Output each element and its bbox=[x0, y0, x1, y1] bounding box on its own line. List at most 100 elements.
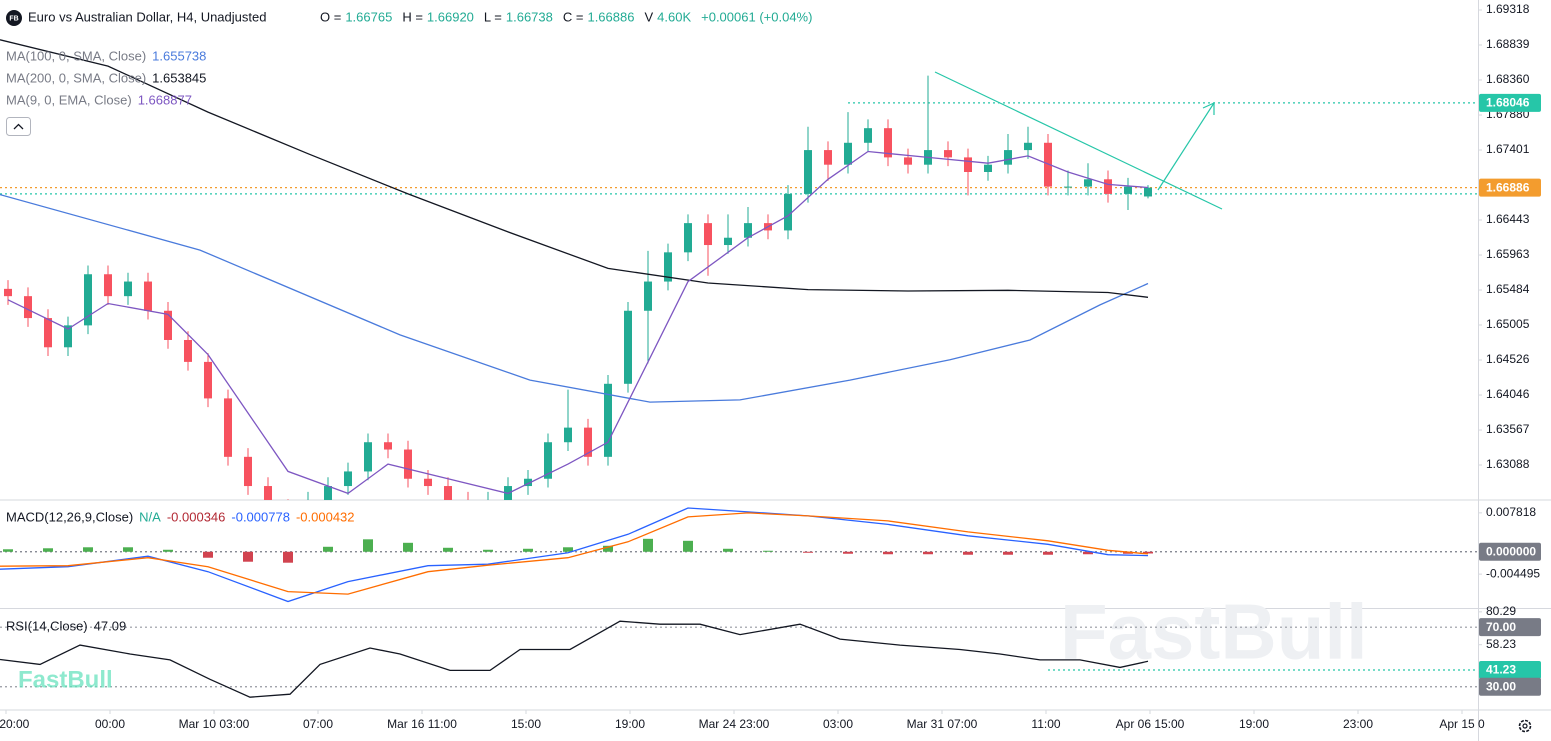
logo-text: FB bbox=[9, 15, 18, 22]
settings-gear[interactable] bbox=[1518, 719, 1532, 733]
histogram-bar bbox=[523, 548, 533, 552]
logo-badge bbox=[6, 10, 22, 26]
candle-body bbox=[84, 274, 92, 326]
candle-body bbox=[164, 310, 172, 340]
ohlc-name: C = bbox=[563, 9, 584, 24]
header: FB Euro vs Australian Dollar, H4, Unadju… bbox=[6, 9, 812, 26]
legend-value: 47.09 bbox=[94, 618, 127, 633]
legend-value: 1.655738 bbox=[152, 48, 206, 63]
price-tag-label: 1.68046 bbox=[1486, 96, 1530, 110]
y-tick-label: 1.65963 bbox=[1486, 247, 1530, 261]
y-tick-label: 1.63088 bbox=[1486, 457, 1530, 471]
candle-body bbox=[424, 478, 432, 487]
candle-body bbox=[44, 318, 52, 348]
trend-line bbox=[934, 71, 1223, 210]
candle-body bbox=[1124, 186, 1132, 194]
candle-body bbox=[884, 128, 892, 158]
x-tick-label: 07:00 bbox=[303, 717, 333, 731]
x-tick-label: 11:00 bbox=[1031, 717, 1060, 731]
candle-body bbox=[184, 339, 192, 362]
candle-body bbox=[264, 486, 272, 500]
y-tick-label: 1.64046 bbox=[1486, 387, 1530, 401]
legend-name: MA(9, 0, EMA, Close) bbox=[6, 92, 132, 107]
ohlc-value: 1.66765 bbox=[345, 9, 392, 24]
histogram-bar bbox=[1083, 551, 1093, 555]
x-tick-label: 19:00 bbox=[1239, 717, 1269, 731]
candle-body bbox=[1084, 179, 1092, 187]
x-tick-label: 15:00 bbox=[511, 717, 541, 731]
candle-body bbox=[684, 223, 692, 253]
chart-title: Euro vs Australian Dollar, H4, Unadjuste… bbox=[28, 9, 266, 24]
candle-body bbox=[1104, 179, 1112, 194]
y-tick-label: -0.004495 bbox=[1486, 566, 1540, 580]
candle-body bbox=[64, 325, 72, 348]
histogram-bar bbox=[363, 539, 373, 552]
histogram-bar bbox=[123, 547, 133, 552]
histogram-bar bbox=[1143, 551, 1153, 554]
histogram-bar bbox=[83, 547, 93, 552]
candle-body bbox=[204, 361, 212, 399]
candle-body bbox=[584, 427, 592, 457]
plot-area bbox=[0, 507, 1478, 603]
indicator-line bbox=[0, 193, 1149, 403]
legend-value: -0.000346 bbox=[167, 509, 226, 524]
y-tick-label: 1.68839 bbox=[1486, 37, 1530, 51]
legend-value: 1.653845 bbox=[152, 70, 206, 85]
candle-body bbox=[624, 310, 632, 384]
indicator-line bbox=[0, 507, 1149, 603]
settings-button[interactable] bbox=[1518, 719, 1532, 733]
price-tag-label: 70.00 bbox=[1486, 620, 1516, 634]
pane-status: N/A bbox=[139, 509, 161, 524]
arrow-head bbox=[1202, 102, 1215, 115]
y-tick-label: 1.69318 bbox=[1486, 2, 1530, 16]
candle-body bbox=[1064, 186, 1072, 188]
ohlc-value: 1.66920 bbox=[427, 9, 474, 24]
candle-body bbox=[344, 471, 352, 487]
indicator-line bbox=[0, 620, 1149, 698]
x-tick-label: Apr 06 15:00 bbox=[1116, 717, 1185, 731]
candle-body bbox=[4, 288, 12, 297]
candle-body bbox=[124, 281, 132, 297]
candle-body bbox=[564, 427, 572, 443]
ohlc-name: H = bbox=[402, 9, 423, 24]
histogram-bar bbox=[843, 551, 853, 554]
price-tag bbox=[1479, 618, 1541, 637]
histogram-bar bbox=[403, 542, 413, 552]
candle-body bbox=[664, 252, 672, 282]
candle-body bbox=[1024, 142, 1032, 151]
plot-area bbox=[0, 620, 1478, 698]
ohlc-value: 1.66738 bbox=[506, 9, 553, 24]
watermark-layer: FastBull bbox=[1060, 588, 1368, 676]
collapse-box[interactable] bbox=[6, 117, 31, 136]
histogram-bar bbox=[3, 549, 13, 552]
arrow-line bbox=[1157, 102, 1215, 191]
histogram-bar bbox=[1003, 551, 1013, 555]
panes: 1.693181.688391.683601.678801.674011.664… bbox=[0, 2, 1541, 698]
ohlc-value: 4.60K bbox=[657, 9, 691, 24]
x-tick-label: 03:00 bbox=[823, 717, 853, 731]
y-tick-label: 1.67401 bbox=[1486, 142, 1530, 156]
indicator-line bbox=[7, 150, 1149, 495]
histogram-bar bbox=[563, 547, 573, 552]
x-tick-label: Mar 24 23:00 bbox=[699, 717, 770, 731]
price-tag bbox=[1479, 178, 1541, 197]
price-tag bbox=[1479, 542, 1541, 561]
candle-body bbox=[384, 442, 392, 450]
histogram-bar bbox=[963, 551, 973, 555]
y-tick-label: 1.63567 bbox=[1486, 422, 1530, 436]
collapse-button[interactable] bbox=[6, 117, 31, 136]
candle-body bbox=[444, 486, 452, 500]
legend-name: MA(200, 0, SMA, Close) bbox=[6, 70, 146, 85]
settings-gear-center[interactable] bbox=[1522, 723, 1528, 729]
histogram-bar bbox=[243, 551, 253, 562]
candle-body bbox=[1004, 150, 1012, 165]
x-tick-label: 03 20:00 bbox=[0, 717, 30, 731]
histogram-bar bbox=[283, 551, 293, 563]
histogram-bar bbox=[803, 551, 813, 553]
candle-body bbox=[824, 150, 832, 165]
collapse-icon[interactable] bbox=[13, 123, 24, 130]
candle-body bbox=[724, 237, 732, 246]
histogram-bar bbox=[203, 551, 213, 558]
ohlc-name: O = bbox=[320, 9, 341, 24]
